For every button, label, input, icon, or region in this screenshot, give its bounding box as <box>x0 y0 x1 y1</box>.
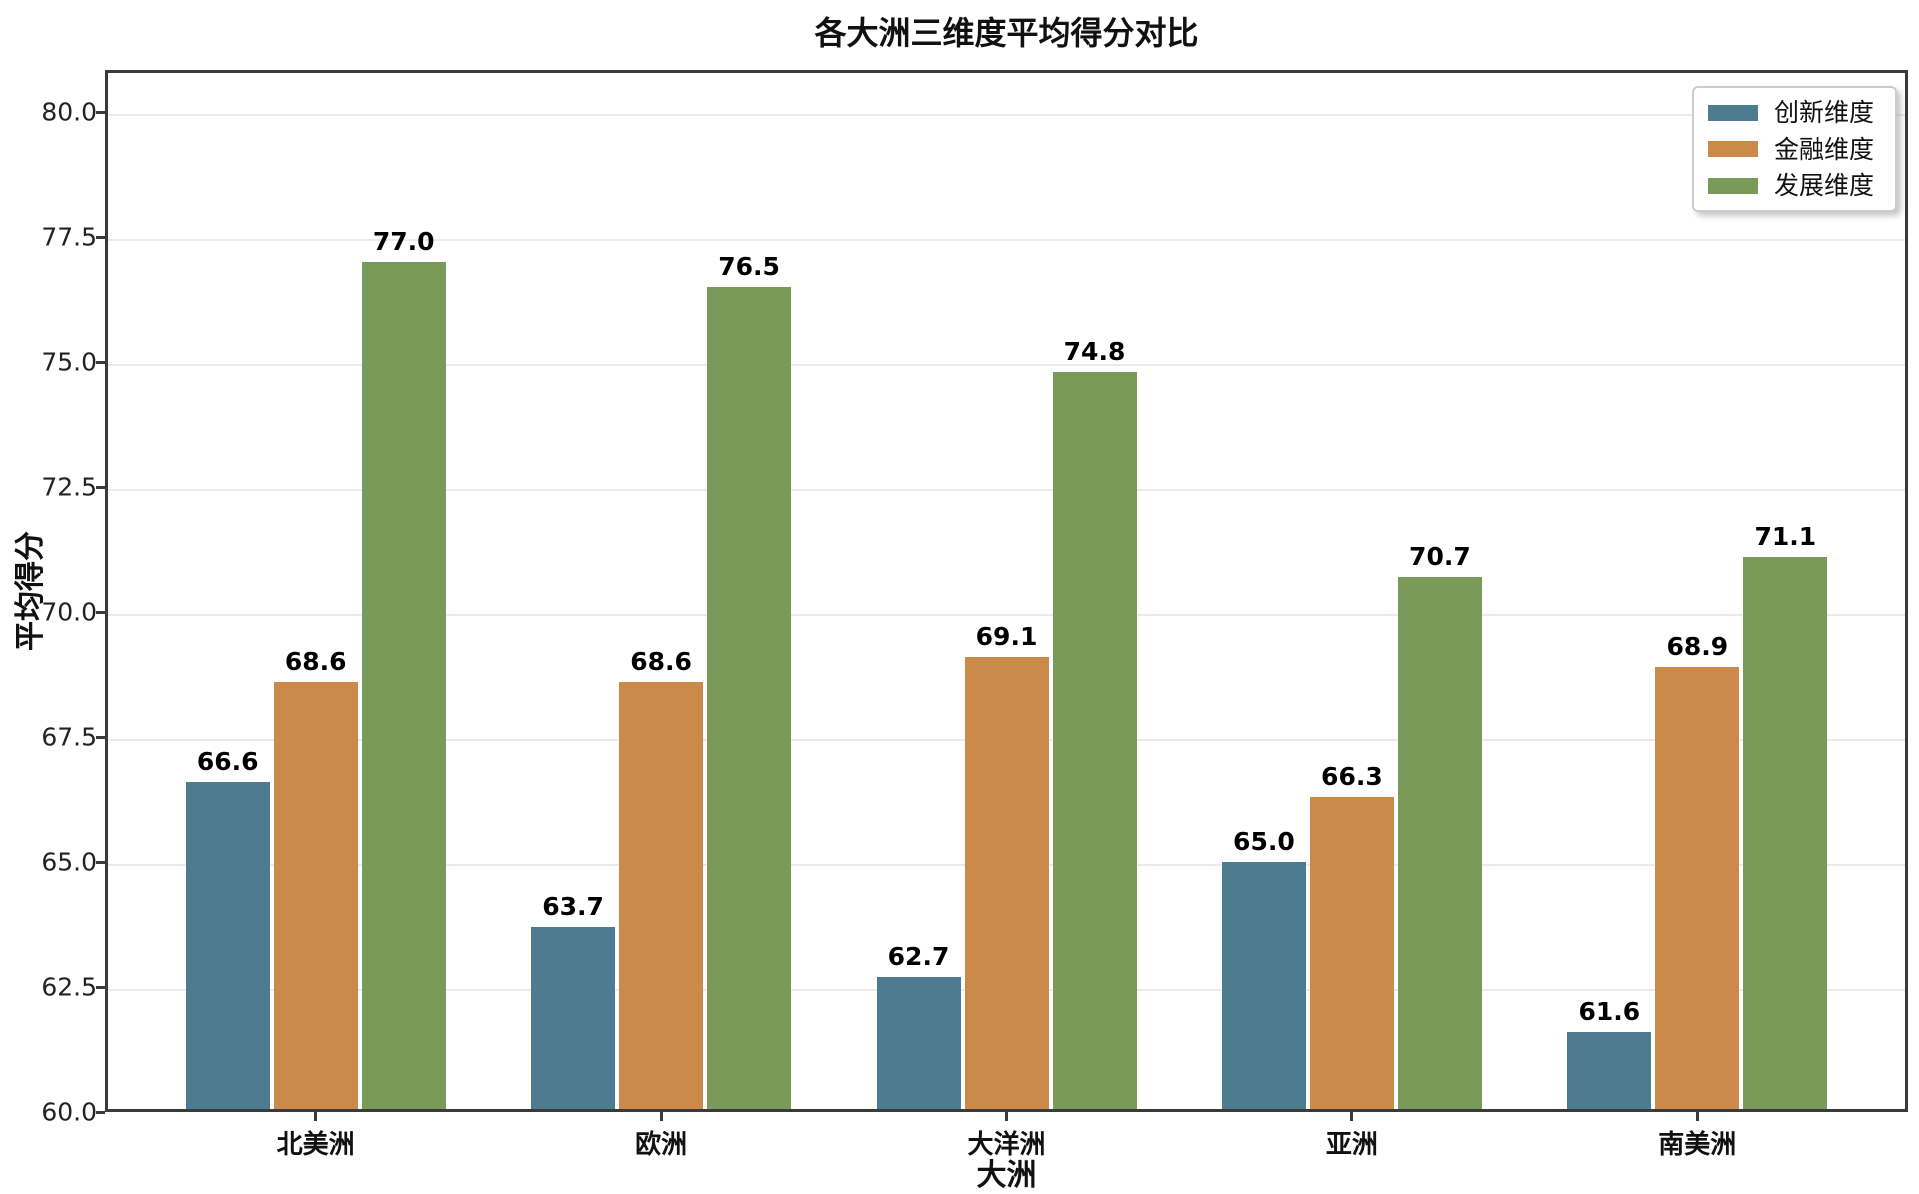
legend-swatch-icon <box>1708 177 1758 194</box>
y-gridline <box>108 239 1905 241</box>
bar-value-label: 76.5 <box>718 252 780 281</box>
bar-value-label: 65.0 <box>1233 827 1295 856</box>
y-tick-mark <box>96 235 105 239</box>
y-gridline <box>108 614 1905 616</box>
y-gridline <box>108 489 1905 491</box>
bar-value-label: 63.7 <box>542 892 604 921</box>
bar <box>1052 372 1137 1109</box>
y-tick-label: 70.0 <box>41 597 97 627</box>
x-tick-mark <box>1695 1112 1699 1121</box>
bar <box>531 927 616 1109</box>
bar-value-label: 62.7 <box>887 942 950 971</box>
bar <box>964 657 1049 1109</box>
bar <box>1655 667 1740 1109</box>
bar <box>361 262 446 1109</box>
x-axis-label: 大洲 <box>976 1158 1037 1193</box>
bar <box>185 782 270 1109</box>
x-tick-label: 大洋洲 <box>967 1130 1046 1160</box>
bar-value-label: 69.1 <box>975 622 1038 651</box>
bar <box>619 682 704 1109</box>
legend-item: 发展维度 <box>1708 173 1881 198</box>
y-tick-mark <box>96 1110 105 1114</box>
x-tick-mark <box>1350 1112 1354 1121</box>
bar <box>1397 577 1482 1109</box>
y-tick-label: 77.5 <box>41 222 97 252</box>
legend-swatch-icon <box>1708 104 1758 121</box>
bar-value-label: 77.0 <box>372 227 435 256</box>
legend-swatch-icon <box>1708 141 1758 157</box>
legend-item: 创新维度 <box>1708 100 1881 125</box>
x-tick-label: 北美洲 <box>276 1130 355 1160</box>
y-tick-label: 75.0 <box>41 347 97 377</box>
bar <box>1309 797 1394 1109</box>
y-tick-mark <box>96 610 105 614</box>
bar <box>1567 1032 1652 1109</box>
bar <box>1221 862 1306 1109</box>
chart-title: 各大洲三维度平均得分对比 <box>814 14 1199 52</box>
legend-item: 金融维度 <box>1708 137 1881 162</box>
bar-value-label: 66.6 <box>196 747 259 776</box>
y-tick-mark <box>96 985 105 989</box>
legend-label: 发展维度 <box>1774 171 1875 200</box>
y-tick-mark <box>96 860 105 864</box>
x-tick-label: 欧洲 <box>635 1130 688 1160</box>
y-gridline <box>108 364 1905 366</box>
y-gridline <box>108 114 1905 116</box>
bar-value-label: 71.1 <box>1754 522 1817 551</box>
bar-value-label: 66.3 <box>1321 762 1383 791</box>
x-tick-label: 南美洲 <box>1658 1130 1737 1160</box>
bar <box>273 682 358 1109</box>
legend-label: 创新维度 <box>1774 98 1875 127</box>
bar-value-label: 68.6 <box>284 647 347 676</box>
y-tick-label: 60.0 <box>41 1097 97 1127</box>
y-tick-label: 72.5 <box>41 472 97 502</box>
y-tick-label: 67.5 <box>41 722 97 752</box>
bar-value-label: 61.6 <box>1578 997 1641 1026</box>
x-tick-mark <box>659 1112 663 1121</box>
y-tick-label: 62.5 <box>41 972 97 1002</box>
bar-value-label: 70.7 <box>1409 542 1471 571</box>
y-tick-label: 80.0 <box>41 97 97 127</box>
y-tick-mark <box>96 735 105 739</box>
x-tick-label: 亚洲 <box>1325 1130 1378 1160</box>
y-tick-mark <box>96 360 105 364</box>
y-tick-mark <box>96 110 105 114</box>
y-tick-mark <box>96 485 105 489</box>
bar-value-label: 68.6 <box>630 647 692 676</box>
x-tick-mark <box>1005 1112 1008 1121</box>
bar <box>1743 557 1828 1109</box>
bar <box>876 977 961 1109</box>
y-tick-label: 65.0 <box>41 847 97 877</box>
legend: 创新维度 金融维度 发展维度 <box>1692 86 1897 212</box>
legend-label: 金融维度 <box>1774 134 1875 164</box>
bar-value-label: 68.9 <box>1666 632 1729 661</box>
x-tick-mark <box>314 1112 318 1121</box>
bar <box>707 287 792 1109</box>
y-axis-label: 平均得分 <box>13 531 48 651</box>
bar-value-label: 74.8 <box>1063 337 1126 366</box>
